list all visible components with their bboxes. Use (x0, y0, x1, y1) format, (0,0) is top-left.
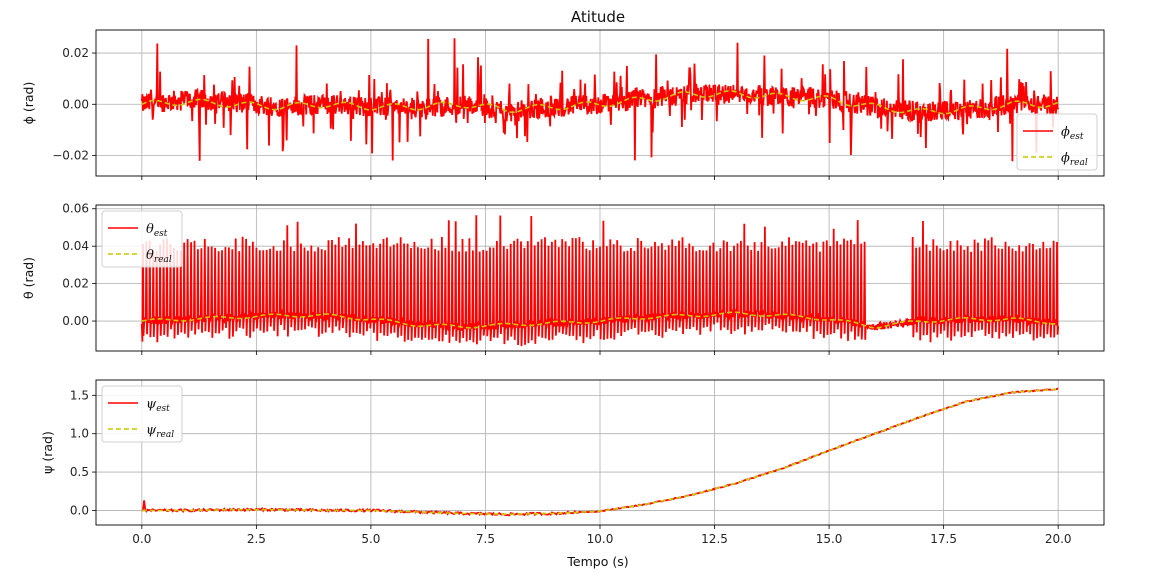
legend-real-label: θreal (146, 248, 172, 265)
x-tick-label: 20.0 (1045, 532, 1072, 546)
plot-area (140, 38, 1060, 162)
y-axis-label: ψ (rad) (40, 431, 55, 474)
x-tick-label: 7.5 (476, 532, 495, 546)
panel-1: −0.02 0.00 0.02 ϕ (rad) ϕest ϕreal (21, 29, 1105, 180)
legend: ψest ψreal (101, 385, 183, 443)
legend-est-label: ψest (146, 397, 170, 414)
x-tick-label: 15.0 (816, 532, 843, 546)
y-tick-label: 0.02 (62, 277, 89, 291)
y-tick-label: 1.5 (70, 388, 89, 402)
y-tick-label: 1.0 (70, 427, 89, 441)
panel-2: 0.00 0.02 0.04 0.06 θ (rad) θest θreal (21, 202, 1105, 355)
axes-frame (95, 29, 1105, 177)
plot-area (141, 387, 1059, 517)
x-tick-label: 0.0 (132, 532, 151, 546)
figure-title: Atitude (571, 8, 625, 26)
legend-box (101, 210, 183, 268)
axes-frame (95, 379, 1105, 526)
x-tick-label: 5.0 (361, 532, 380, 546)
legend: θest θreal (101, 210, 183, 268)
y-axis-label: ϕ (rad) (21, 82, 36, 125)
series-est-line (140, 215, 1060, 347)
legend-est-label: ϕest (1061, 125, 1084, 142)
legend-box (101, 385, 183, 443)
legend-real-label: ψreal (146, 423, 174, 440)
series-real-line (141, 388, 1059, 516)
legend-est-label: θest (146, 222, 168, 239)
x-axis-label: Tempo (s) (566, 554, 628, 569)
series-real-line (141, 311, 1059, 330)
y-tick-label: 0.02 (62, 46, 89, 60)
x-tick-label: 2.5 (247, 532, 266, 546)
y-tick-label: 0.00 (62, 314, 89, 328)
y-tick-label: 0.00 (62, 97, 89, 111)
legend-real-label: ϕreal (1061, 151, 1088, 168)
x-tick-label: 10.0 (587, 532, 614, 546)
legend-box (1016, 113, 1098, 171)
legend: ϕest ϕreal (1016, 113, 1098, 171)
y-tick-label: −0.02 (52, 149, 89, 163)
x-tick-label: 12.5 (701, 532, 728, 546)
x-tick-label: 17.5 (930, 532, 957, 546)
y-tick-label: 0.06 (62, 202, 89, 216)
y-tick-label: 0.0 (70, 503, 89, 517)
series-est-line (140, 38, 1060, 162)
y-tick-label: 0.04 (62, 239, 89, 253)
panel-3: 0.0 2.5 5.0 7.5 10.0 12.5 15.0 17.5 20.0 0.0 0.5 1.… (40, 379, 1105, 546)
y-tick-label: 0.5 (70, 465, 89, 479)
plot-area (140, 215, 1060, 347)
axes-frame (95, 204, 1105, 352)
y-axis-label: θ (rad) (21, 257, 36, 299)
